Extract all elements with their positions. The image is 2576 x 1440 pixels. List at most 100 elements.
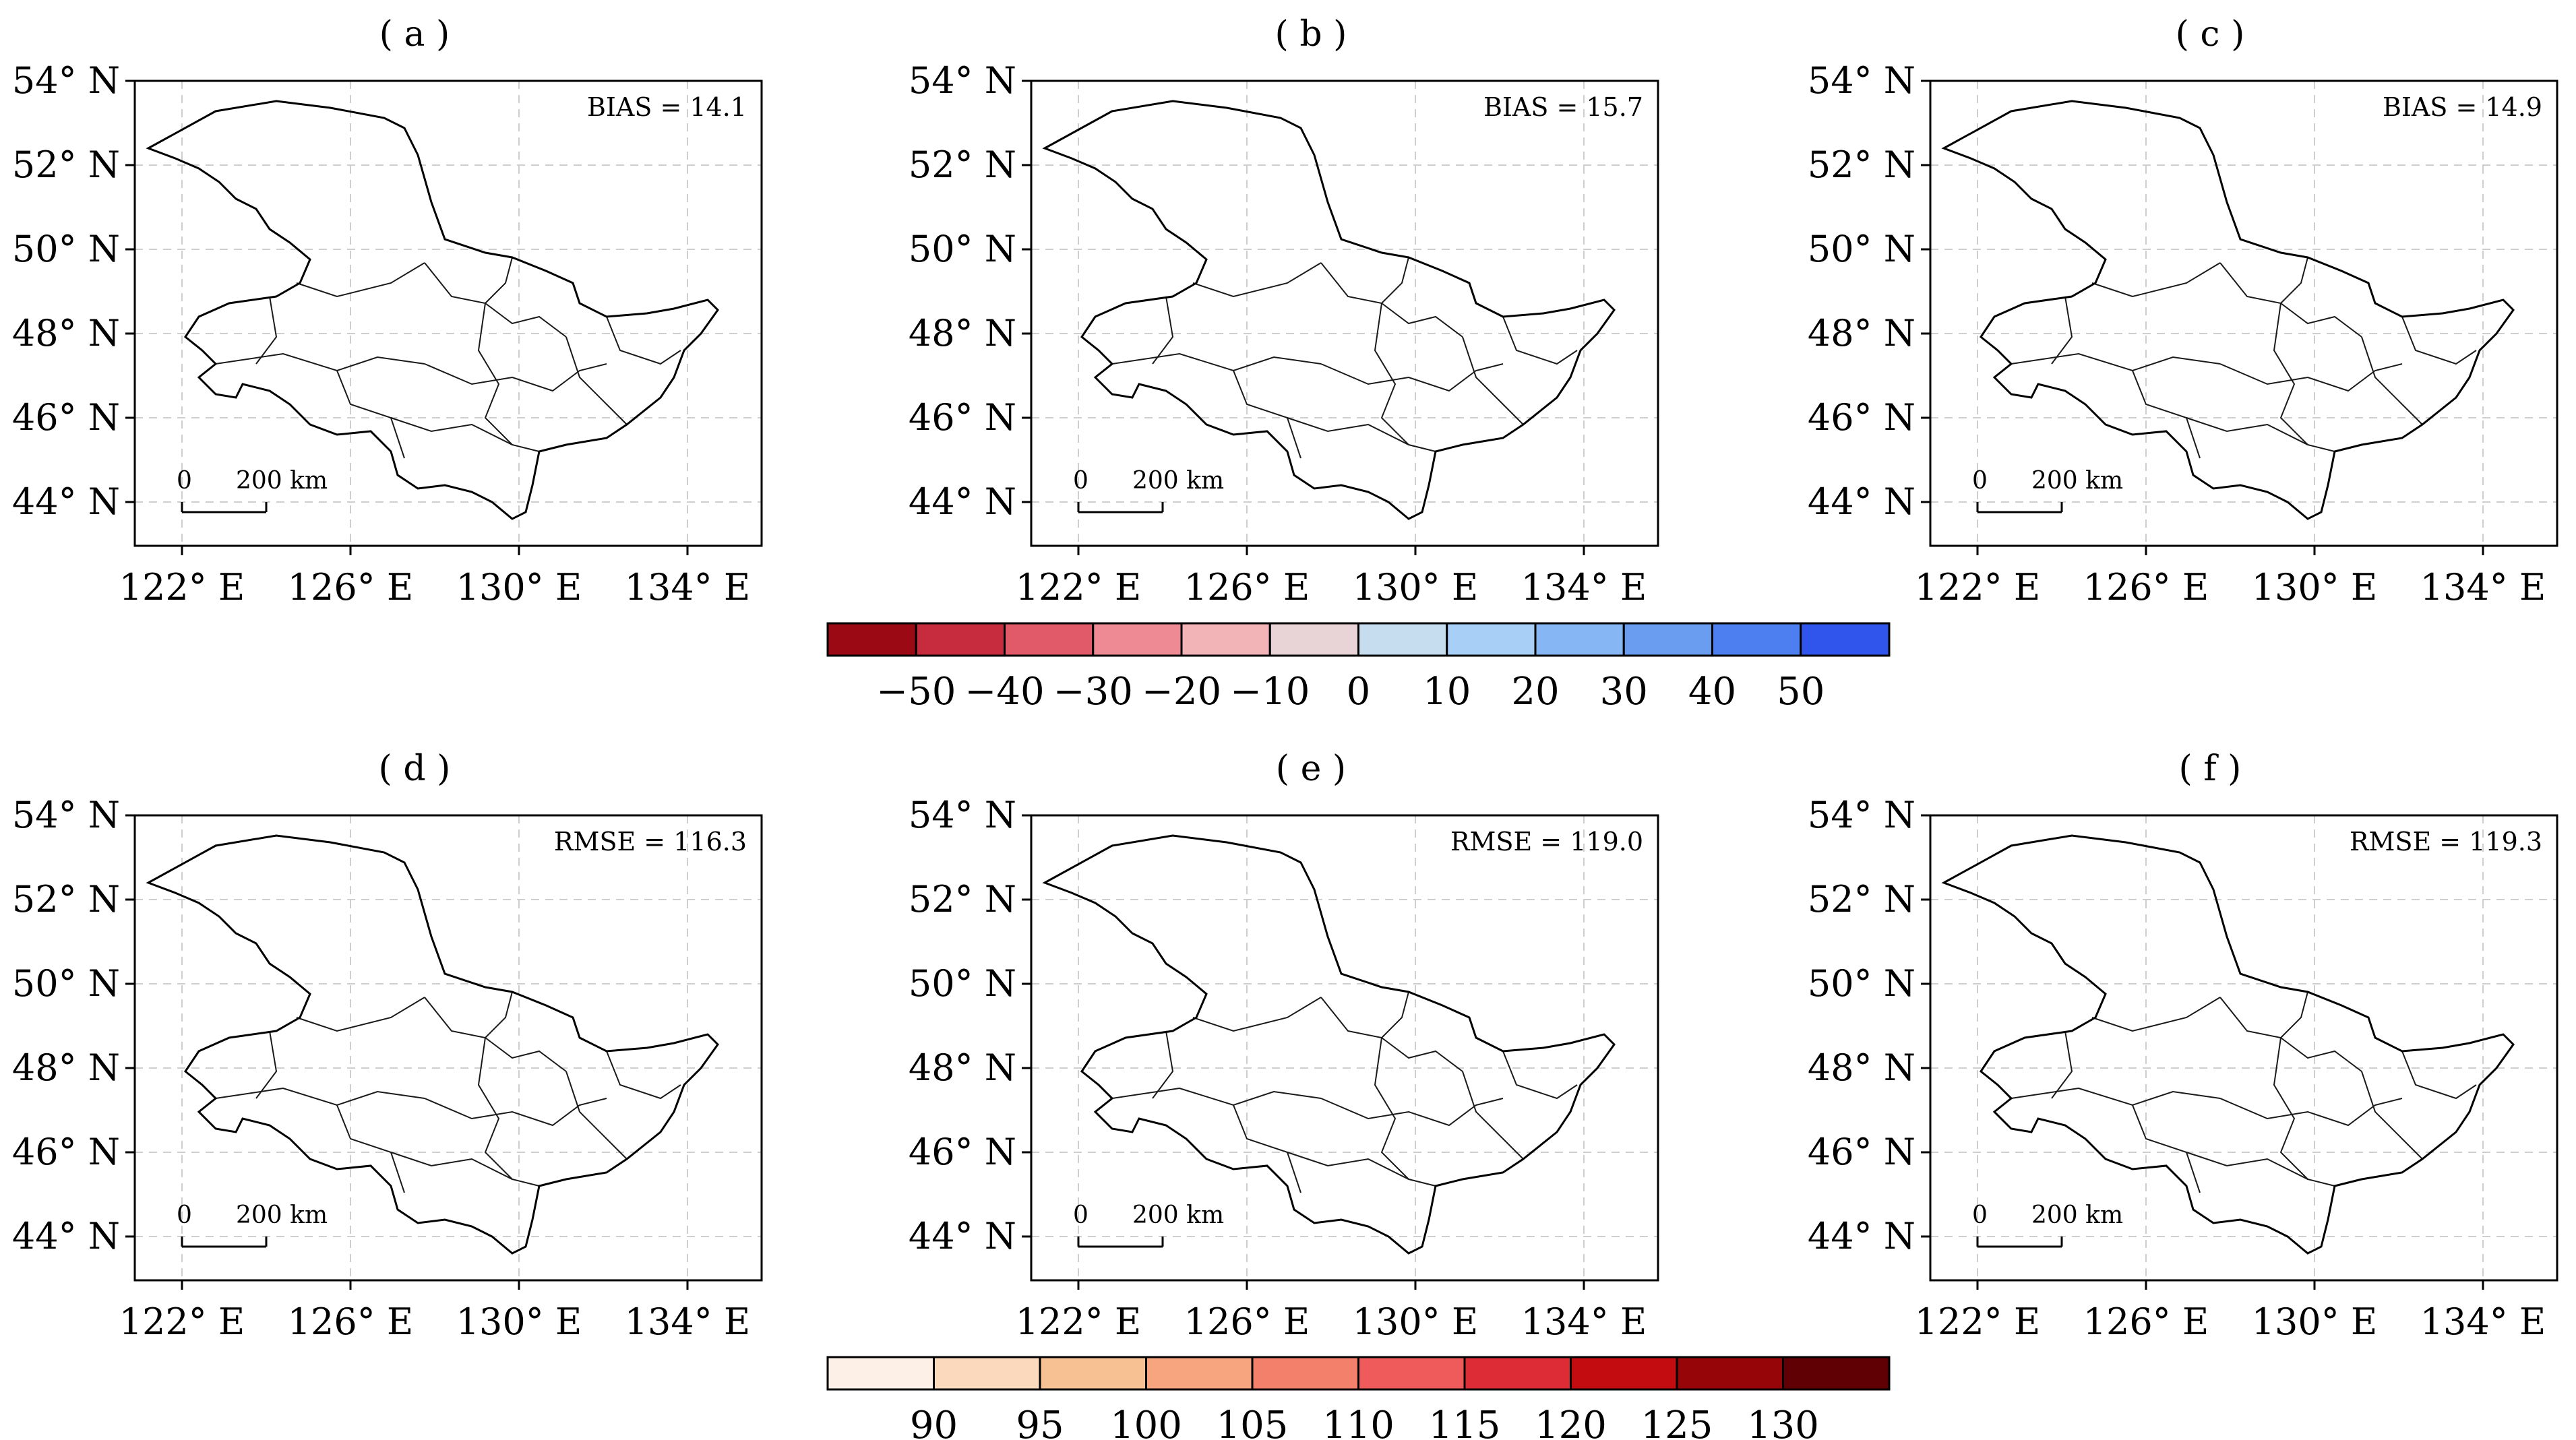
colorbar-swatch — [826, 1356, 935, 1391]
colorbar-swatch — [1180, 622, 1271, 657]
colorbar-tick-label: 95 — [1016, 1404, 1064, 1440]
lat-tick-label: 54° N — [12, 59, 120, 102]
county-boundary — [1462, 1071, 1524, 1160]
county-boundary — [2091, 262, 2221, 298]
colorbar-swatch — [1711, 622, 1802, 657]
map-panel-3: 54° N 52° N 50° N 48° N 46° N 44° N 122° E 126°… — [1808, 14, 2558, 608]
county-boundary — [215, 1087, 425, 1106]
scale-zero: 0 — [1972, 1201, 1988, 1229]
map-panel-1: 54° N 52° N 50° N 48° N 46° N 44° N 122° E 126°… — [12, 14, 763, 608]
province-outline — [147, 100, 719, 520]
lon-tick-label: 126° E — [288, 1301, 414, 1343]
county-boundary — [477, 1037, 513, 1180]
colorbar-swatch — [1570, 1356, 1678, 1391]
lat-tick-label: 44° N — [909, 1215, 1016, 1257]
lat-tick-label: 44° N — [1808, 480, 1915, 523]
colorbar-tick-label: −20 — [1142, 670, 1221, 714]
colorbar-swatch — [1782, 1356, 1891, 1391]
colorbar-tick-label: 100 — [1110, 1404, 1182, 1440]
scale-bar: 0 200 km — [1972, 467, 2123, 513]
county-boundary — [215, 352, 425, 372]
scale-label: 200 km — [1132, 1201, 1224, 1229]
colorbar-tick-label: −30 — [1053, 670, 1133, 714]
county-boundary — [485, 257, 513, 304]
lat-tick-label: 44° N — [12, 480, 120, 523]
bias-value: BIAS = 14.9 — [2383, 92, 2542, 122]
lon-tick-label: 122° E — [119, 566, 245, 608]
lon-tick-label: 122° E — [1016, 566, 1142, 608]
panel-label: ( d ) — [379, 749, 451, 789]
colorbar-tick-label: 30 — [1600, 670, 1648, 714]
lon-tick-label: 122° E — [119, 1301, 245, 1343]
lat-tick-label: 48° N — [1808, 312, 1915, 354]
scale-zero: 0 — [1073, 1201, 1088, 1229]
colorbar-swatch — [915, 622, 1006, 657]
lon-tick-label: 130° E — [456, 566, 582, 608]
lat-tick-label: 52° N — [909, 878, 1016, 920]
colorbar-swatch — [1534, 622, 1625, 657]
lat-tick-label: 52° N — [1808, 878, 1915, 920]
panel-label: ( b ) — [1275, 14, 1347, 55]
county-boundary — [477, 303, 513, 445]
province-outline — [147, 834, 719, 1255]
province-outline — [1043, 834, 1616, 1255]
county-boundary — [255, 296, 278, 365]
lat-tick-label: 52° N — [12, 144, 120, 186]
lat-tick-label: 50° N — [909, 228, 1016, 270]
lat-tick-label: 48° N — [909, 312, 1016, 354]
county-boundary — [2091, 997, 2221, 1032]
county-boundary — [1320, 1098, 1504, 1127]
county-boundary — [2051, 1030, 2073, 1099]
lon-tick-label: 134° E — [1521, 1301, 1647, 1343]
county-boundary — [2051, 296, 2073, 365]
lat-tick-label: 50° N — [12, 228, 120, 270]
colorbar-swatch — [1004, 622, 1095, 657]
county-boundary — [296, 997, 425, 1032]
county-boundary — [2401, 316, 2477, 365]
map-panel-6: 54° N 52° N 50° N 48° N 46° N 44° N 122° E 126°… — [1808, 749, 2558, 1343]
colorbar-tick-label: 40 — [1688, 670, 1736, 714]
map-frame — [1929, 814, 2558, 1282]
rmse-value: RMSE = 119.3 — [2350, 827, 2542, 856]
county-boundary — [336, 370, 405, 459]
county-boundary — [2219, 1098, 2403, 1127]
county-boundary — [1374, 1037, 1409, 1180]
panel-label: ( c ) — [2176, 14, 2245, 55]
lat-tick-label: 48° N — [12, 312, 120, 354]
lon-tick-label: 130° E — [2252, 1301, 2378, 1343]
colorbar-tick-label: 0 — [1347, 670, 1371, 714]
lat-tick-label: 52° N — [909, 144, 1016, 186]
lon-tick-label: 122° E — [1915, 1301, 2041, 1343]
lat-tick-label: 48° N — [1808, 1046, 1915, 1089]
lat-tick-label: 52° N — [12, 878, 120, 920]
map-frame — [1929, 80, 2558, 547]
lat-tick-label: 50° N — [1808, 228, 1915, 270]
lon-tick-label: 122° E — [1915, 566, 2041, 608]
lat-tick-label: 50° N — [12, 962, 120, 1005]
county-boundary — [2361, 1071, 2423, 1160]
lat-tick-label: 48° N — [909, 1046, 1016, 1089]
lat-tick-label: 50° N — [909, 962, 1016, 1005]
lon-tick-label: 126° E — [288, 566, 414, 608]
lon-tick-label: 126° E — [2083, 566, 2209, 608]
county-boundary — [1502, 1051, 1578, 1100]
county-boundary — [1320, 262, 1463, 338]
province-outline — [1043, 100, 1616, 520]
colorbar-tick-label: 125 — [1641, 1404, 1713, 1440]
lat-tick-label: 44° N — [909, 480, 1016, 523]
lon-tick-label: 134° E — [2420, 1301, 2546, 1343]
colorbar-swatch — [1268, 622, 1359, 657]
colorbar-swatch — [1357, 622, 1448, 657]
county-boundary — [1287, 417, 1436, 452]
lon-tick-label: 130° E — [1353, 566, 1479, 608]
county-boundary — [1152, 296, 1174, 365]
county-boundary — [424, 262, 567, 338]
county-boundary — [424, 1098, 607, 1127]
county-boundary — [255, 1030, 278, 1099]
county-boundary — [565, 336, 627, 425]
colorbar-swatch — [1463, 1356, 1572, 1391]
lat-tick-label: 46° N — [909, 1131, 1016, 1173]
county-boundary — [1233, 370, 1301, 459]
lat-tick-label: 52° N — [1808, 144, 1915, 186]
county-boundary — [2132, 370, 2201, 459]
